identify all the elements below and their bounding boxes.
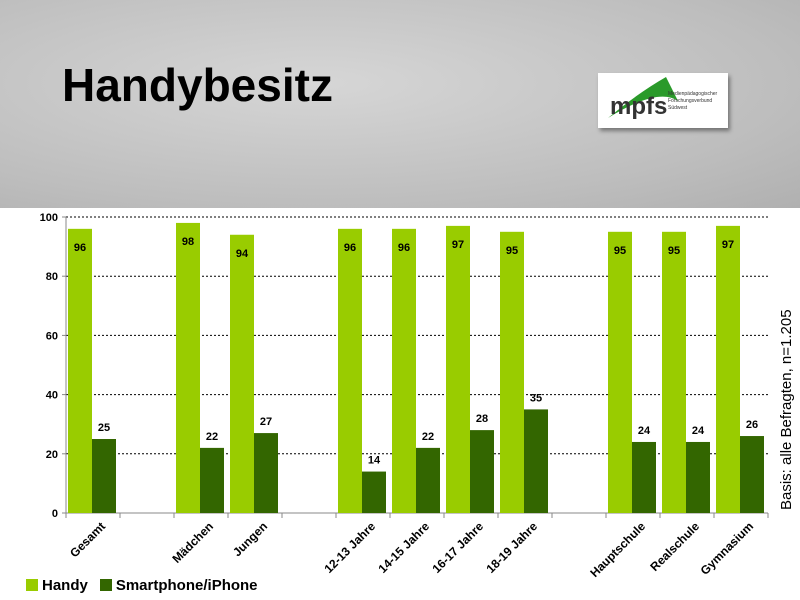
- data-label: 95: [506, 245, 518, 257]
- bar-handy: [716, 225, 740, 513]
- data-label: 96: [398, 242, 410, 254]
- legend: Handy Smartphone/iPhone: [26, 577, 258, 594]
- x-tick-label: Hauptschule: [587, 519, 648, 578]
- bar-smartphone: [686, 441, 710, 513]
- x-tick-label: Gesamt: [67, 519, 108, 560]
- data-label: 95: [668, 245, 680, 257]
- data-label: 25: [98, 422, 110, 434]
- data-label: 97: [722, 239, 734, 251]
- bar-smartphone: [92, 439, 116, 513]
- data-label: 97: [452, 239, 464, 251]
- x-tick-label: Mädchen: [169, 519, 216, 566]
- bar-handy: [500, 231, 524, 514]
- bar-handy: [230, 234, 254, 513]
- logo-subtitle: Medienpädagogischer Forschungsverbund Sü…: [668, 91, 718, 111]
- bar-smartphone: [362, 471, 386, 513]
- data-label: 98: [182, 236, 194, 248]
- x-tick-label: Gymnasium: [698, 519, 756, 577]
- x-tick-label: Jungen: [230, 519, 270, 559]
- mpfs-logo: mpfs Medienpädagogischer Forschungsverbu…: [598, 73, 728, 128]
- data-label: 96: [74, 242, 86, 254]
- data-label: 24: [638, 425, 651, 437]
- y-tick-label: 60: [46, 330, 58, 342]
- data-label: 22: [206, 431, 218, 443]
- data-label: 27: [260, 416, 272, 428]
- data-label: 94: [236, 248, 249, 260]
- bar-smartphone: [254, 433, 278, 513]
- bar-handy: [392, 228, 416, 513]
- bar-handy: [662, 231, 686, 514]
- y-tick-label: 100: [40, 212, 58, 224]
- y-tick-label: 20: [46, 449, 58, 461]
- bar-smartphone: [200, 447, 224, 513]
- data-label: 26: [746, 419, 758, 431]
- bar-smartphone: [740, 436, 764, 513]
- bar-smartphone: [470, 430, 494, 513]
- bar-smartphone: [416, 447, 440, 513]
- data-label: 95: [614, 245, 626, 257]
- x-tick-label: 16-17 Jahre: [430, 519, 487, 576]
- data-label: 28: [476, 413, 488, 425]
- data-label: 24: [692, 425, 705, 437]
- bar-smartphone: [524, 409, 548, 513]
- data-label: 35: [530, 392, 542, 404]
- data-label: 96: [344, 242, 356, 254]
- bar-handy: [338, 228, 362, 513]
- data-label: 22: [422, 431, 434, 443]
- bar-handy: [446, 225, 470, 513]
- legend-handy: Handy: [26, 577, 88, 594]
- x-tick-label: 12-13 Jahre: [322, 519, 379, 576]
- x-tick-label: Realschule: [647, 519, 702, 574]
- bar-handy: [176, 222, 200, 514]
- y-tick-label: 0: [52, 508, 58, 520]
- y-tick-label: 40: [46, 390, 58, 402]
- data-label: 14: [368, 455, 381, 467]
- legend-smartphone: Smartphone/iPhone: [99, 577, 258, 594]
- basis-note: Basis: alle Befragten, n=1.205: [778, 309, 795, 510]
- bar-smartphone: [632, 441, 656, 513]
- page-title: Handybesitz: [62, 59, 333, 111]
- y-tick-label: 80: [46, 271, 58, 283]
- x-tick-label: 18-19 Jahre: [484, 519, 541, 576]
- bar-handy: [68, 228, 92, 513]
- bar-chart: 0 20 40 60 80 100 96 25 Gesamt 98 22 Mädchen 94 27 Jun…: [40, 212, 769, 578]
- logo-name: mpfs: [610, 93, 668, 120]
- bar-handy: [608, 231, 632, 514]
- x-tick-label: 14-15 Jahre: [376, 519, 433, 576]
